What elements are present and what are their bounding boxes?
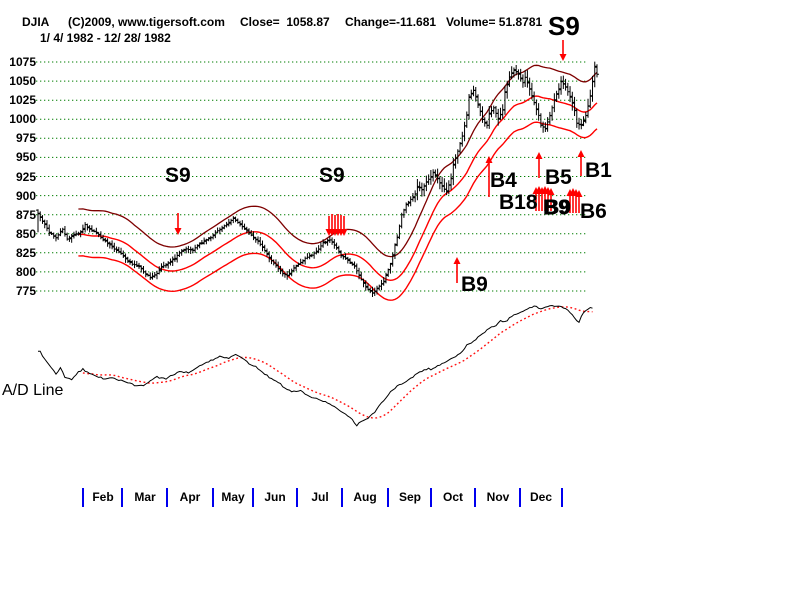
buy-signal-arrowhead [535,152,543,159]
ad-line-moving-average [82,306,593,419]
buy-signal-arrowhead [453,257,461,264]
buy-signal-arrowhead [547,188,555,195]
lower-band-line [78,121,598,301]
middle-band-line [78,95,598,282]
buy-signal-arrowhead [577,150,585,157]
buy-signal-arrowhead [575,190,583,197]
sell-signal-arrowhead [559,54,567,61]
ad-line [38,304,593,427]
ohlc-bars [36,61,599,297]
buy-signal-arrowhead [485,156,493,163]
sell-signal-arrowhead [174,228,182,235]
sell-signal-arrowhead [340,229,348,236]
